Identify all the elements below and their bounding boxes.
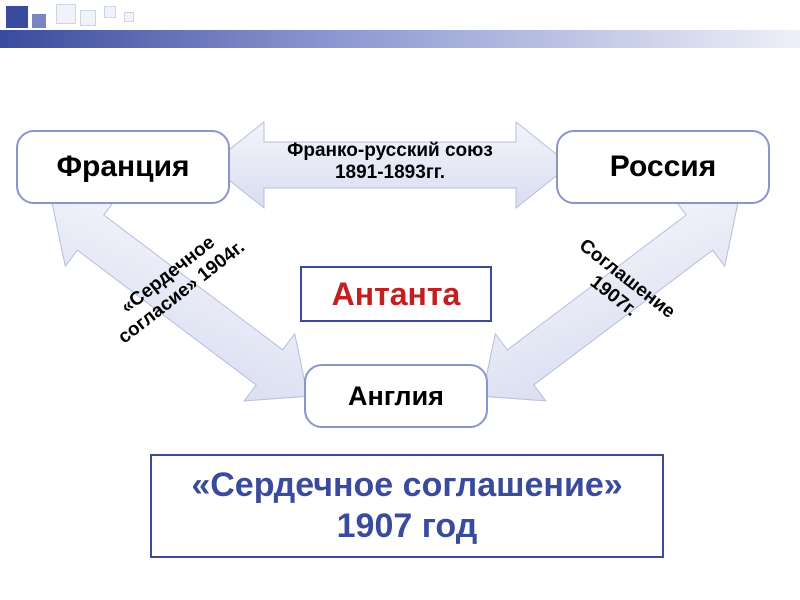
decor-gradient bbox=[0, 30, 800, 48]
node-russia: Россия bbox=[556, 130, 770, 204]
decor-sq bbox=[104, 6, 116, 18]
node-bottom: «Сердечное соглашение» 1907 год bbox=[150, 454, 664, 558]
decor-sq bbox=[56, 4, 76, 24]
decor-sq bbox=[124, 12, 134, 22]
decor-sq bbox=[6, 6, 28, 28]
decor-sq bbox=[80, 10, 96, 26]
node-england: Англия bbox=[304, 364, 488, 428]
node-england-label: Англия bbox=[348, 381, 444, 412]
node-center: Антанта bbox=[300, 266, 492, 322]
arrow-france-england bbox=[30, 190, 330, 410]
decor-sq bbox=[32, 14, 46, 28]
slide-decor bbox=[0, 0, 800, 48]
node-bottom-label: «Сердечное соглашение» 1907 год bbox=[152, 465, 662, 547]
node-france-label: Франция bbox=[56, 150, 189, 184]
node-france: Франция bbox=[16, 130, 230, 204]
node-russia-label: Россия bbox=[610, 150, 717, 184]
node-center-label: Антанта bbox=[332, 276, 461, 313]
arrow-russia-england bbox=[460, 190, 760, 410]
